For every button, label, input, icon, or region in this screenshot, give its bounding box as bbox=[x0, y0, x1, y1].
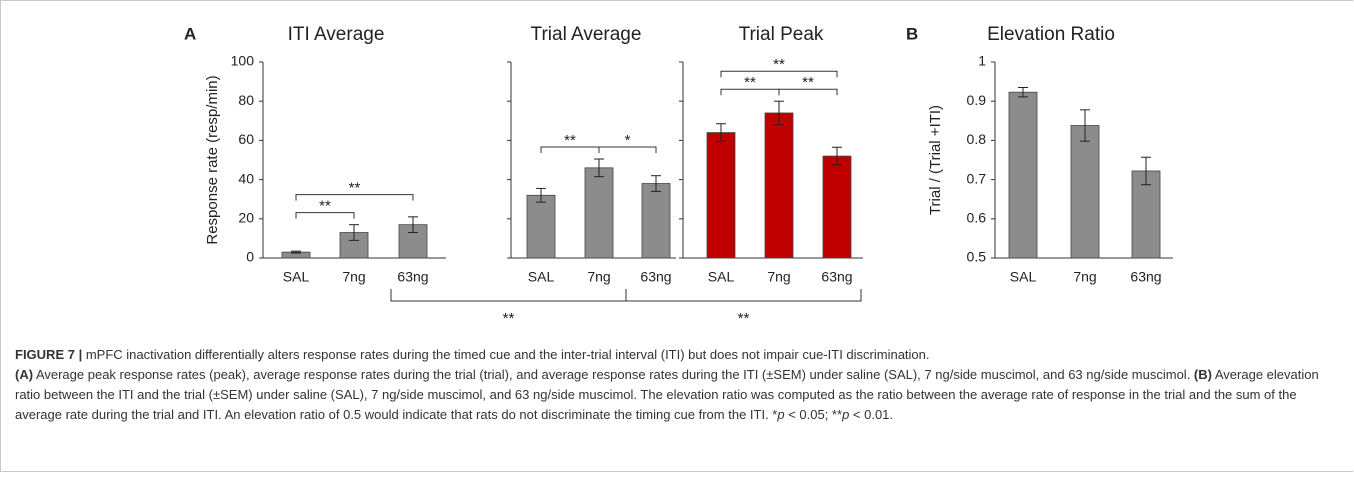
x-tick-label: 7ng bbox=[587, 269, 610, 285]
x-tick-label: 63ng bbox=[1130, 269, 1161, 285]
caption-text: < 0.01. bbox=[849, 407, 894, 422]
caption-text: Average peak response rates (peak), aver… bbox=[33, 367, 1194, 382]
x-tick-label: 63ng bbox=[821, 269, 852, 285]
y-tick-label: 40 bbox=[238, 170, 254, 186]
caption-text: FIGURE 7 | bbox=[15, 347, 83, 362]
x-tick-label: 63ng bbox=[640, 269, 671, 285]
x-tick-label: 7ng bbox=[342, 269, 365, 285]
bar bbox=[1070, 125, 1100, 259]
panel-comparison-bracket bbox=[625, 289, 862, 302]
caption: FIGURE 7 | mPFC inactivation differentia… bbox=[15, 345, 1340, 425]
chart-title: Elevation Ratio bbox=[987, 24, 1115, 45]
y-tick-label: 0.7 bbox=[967, 170, 987, 186]
bar bbox=[1131, 170, 1161, 259]
bar bbox=[584, 167, 614, 259]
x-tick-label: 63ng bbox=[397, 269, 428, 285]
figure: A ITI Average Response rate (resp/min) 0 20 4… bbox=[0, 0, 1353, 472]
significance-bracket bbox=[778, 88, 838, 96]
bar bbox=[706, 132, 736, 259]
y-tick-label: 80 bbox=[238, 92, 254, 108]
significance-label: * bbox=[625, 132, 631, 149]
y-tick-label: 0.8 bbox=[967, 131, 987, 147]
y-tick-label: 1 bbox=[978, 53, 986, 69]
x-tick-label: SAL bbox=[708, 269, 735, 285]
y-tick-label: 60 bbox=[238, 131, 254, 147]
significance-label: ** bbox=[564, 132, 576, 149]
caption-paragraph: FIGURE 7 | mPFC inactivation differentia… bbox=[15, 345, 1340, 365]
chart-title: Trial Peak bbox=[739, 24, 824, 45]
significance-label: ** bbox=[773, 56, 785, 73]
bar bbox=[764, 112, 794, 259]
panel-comparison-label: ** bbox=[503, 310, 515, 327]
chart-title: Trial Average bbox=[531, 24, 642, 45]
caption-text: < 0.05; ** bbox=[784, 407, 843, 422]
caption-text: p bbox=[777, 407, 785, 422]
x-tick-label: SAL bbox=[528, 269, 555, 285]
x-tick-label: 7ng bbox=[1073, 269, 1096, 285]
y-axis-label: Response rate (resp/min) bbox=[204, 75, 221, 244]
caption-text: (B) bbox=[1193, 367, 1212, 382]
x-tick-label: SAL bbox=[1010, 269, 1037, 285]
y-tick-label: 20 bbox=[238, 210, 254, 226]
caption-text: p bbox=[842, 407, 850, 422]
caption-text: mPFC inactivation differentially alters … bbox=[82, 347, 930, 362]
bar bbox=[1008, 91, 1038, 259]
y-tick-label: 100 bbox=[231, 53, 255, 69]
significance-bracket bbox=[295, 194, 414, 201]
bar bbox=[526, 194, 556, 259]
y-tick-label: 0.5 bbox=[967, 249, 987, 265]
significance-bracket bbox=[598, 146, 657, 154]
x-tick-label: SAL bbox=[283, 269, 310, 285]
bar bbox=[822, 155, 852, 259]
y-tick-label: 0.9 bbox=[967, 92, 987, 108]
caption-text: (A) bbox=[15, 367, 34, 382]
significance-bracket bbox=[295, 212, 355, 219]
significance-label: ** bbox=[802, 74, 814, 91]
panel-label: B bbox=[906, 24, 918, 43]
chart-title: ITI Average bbox=[288, 24, 385, 45]
bar bbox=[641, 183, 671, 259]
x-tick-label: 7ng bbox=[767, 269, 790, 285]
significance-label: ** bbox=[319, 198, 331, 215]
panel-comparison-label: ** bbox=[738, 310, 750, 327]
chart-area: A ITI Average Response rate (resp/min) 0 20 4… bbox=[184, 24, 1173, 327]
caption-text: Average elevation ratio between the ITI … bbox=[15, 367, 1319, 422]
panel-label: A bbox=[184, 24, 196, 43]
significance-label: ** bbox=[744, 74, 756, 91]
y-axis-label: Trial / (Trial +ITI) bbox=[927, 105, 944, 215]
significance-label: ** bbox=[349, 180, 361, 197]
significance-bracket bbox=[720, 70, 838, 78]
panel-comparison-bracket bbox=[390, 289, 627, 302]
y-tick-label: 0 bbox=[246, 249, 254, 265]
caption-paragraph: (A) Average peak response rates (peak), … bbox=[15, 365, 1340, 425]
y-tick-label: 0.6 bbox=[967, 210, 987, 226]
